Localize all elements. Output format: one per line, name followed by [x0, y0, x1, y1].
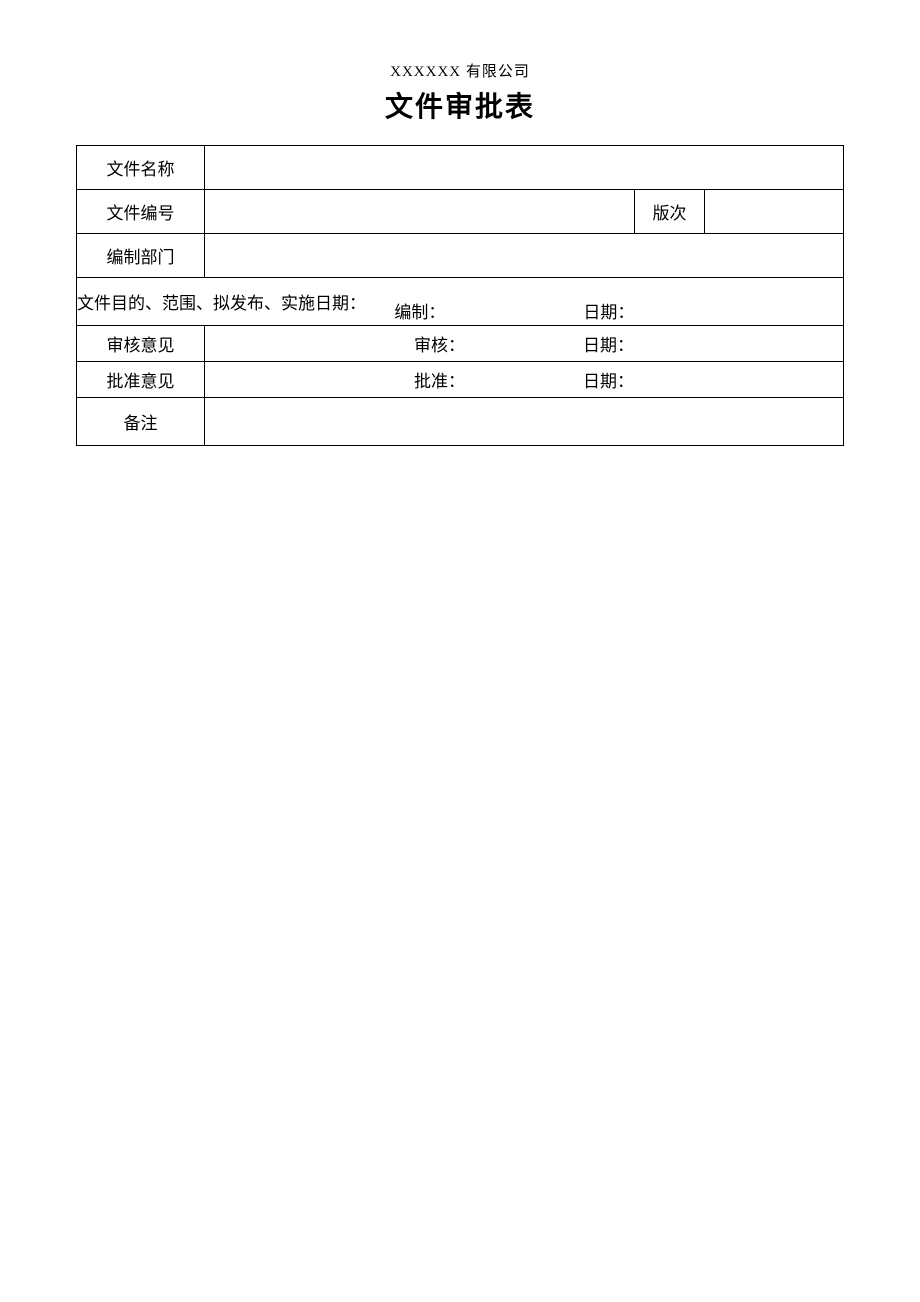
row-dept: 编制部门 [77, 234, 844, 278]
label-review: 审核： [205, 331, 473, 356]
label-review-date: 日期： [473, 331, 843, 356]
label-approve-opinion: 批准意见 [77, 362, 205, 398]
label-compile-date: 日期： [453, 298, 843, 323]
label-doc-name: 文件名称 [77, 146, 205, 190]
value-review: 审核： 日期： [205, 326, 844, 362]
cell-purpose: 文件目的、范围、拟发布、实施日期： 编制： 日期： [77, 278, 844, 326]
row-purpose: 文件目的、范围、拟发布、实施日期： 编制： 日期： [77, 278, 844, 326]
value-doc-number [205, 190, 635, 234]
row-remark: 备注 [77, 398, 844, 446]
label-approve: 批准： [205, 367, 473, 392]
company-name: XXXXXX 有限公司 [0, 60, 920, 81]
label-compile: 编制： [79, 298, 453, 323]
value-approve: 批准： 日期： [205, 362, 844, 398]
value-dept [205, 234, 844, 278]
signature-review-row: 审核： 日期： [205, 326, 843, 361]
label-doc-number: 文件编号 [77, 190, 205, 234]
signature-approve-row: 批准： 日期： [205, 362, 843, 397]
approval-form-table: 文件名称 文件编号 版次 编制部门 文件目的、范围、拟发布、实施日期： 编制： … [76, 145, 844, 446]
label-remark: 备注 [77, 398, 205, 446]
row-review: 审核意见 审核： 日期： [77, 326, 844, 362]
value-version [705, 190, 844, 234]
label-review-opinion: 审核意见 [77, 326, 205, 362]
row-doc-number: 文件编号 版次 [77, 190, 844, 234]
value-remark [205, 398, 844, 446]
value-doc-name [205, 146, 844, 190]
label-version: 版次 [635, 190, 705, 234]
label-approve-date: 日期： [473, 367, 843, 392]
row-doc-name: 文件名称 [77, 146, 844, 190]
document-title: 文件审批表 [0, 85, 920, 125]
label-dept: 编制部门 [77, 234, 205, 278]
signature-compile-row: 编制： 日期： [77, 298, 843, 323]
row-approve: 批准意见 批准： 日期： [77, 362, 844, 398]
